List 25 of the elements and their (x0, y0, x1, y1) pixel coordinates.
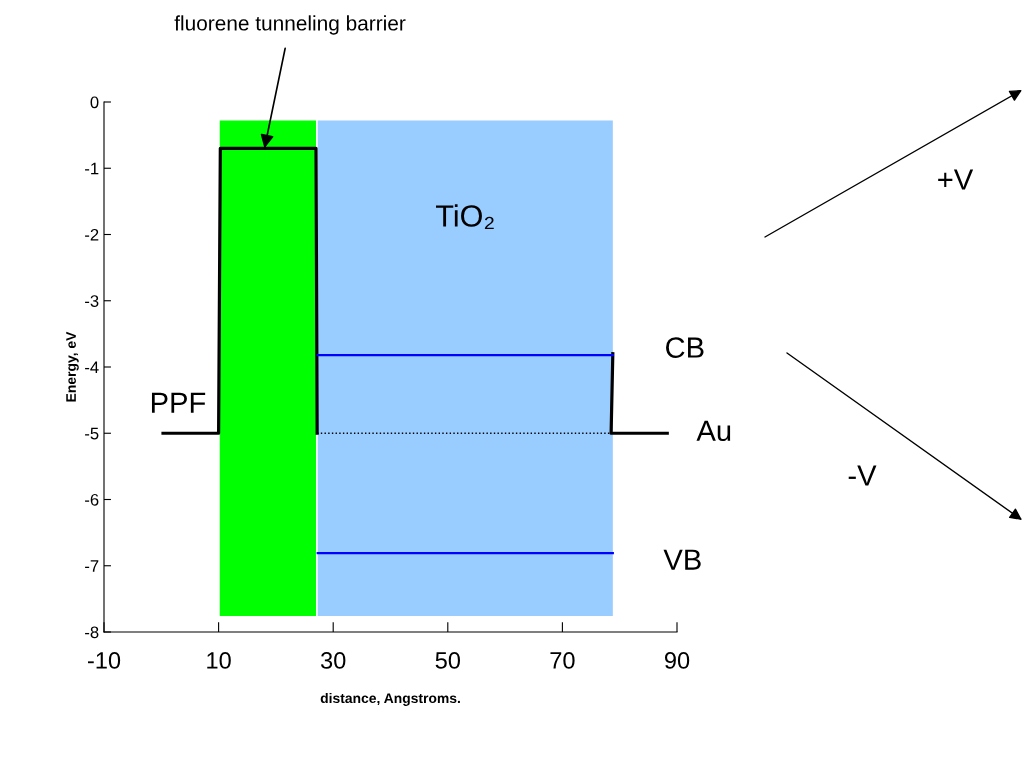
y-tick-label: -6 (85, 493, 99, 506)
annotation: CB (666, 337, 704, 358)
annotation: PPF (151, 392, 206, 413)
y-tick-label: -4 (85, 361, 99, 374)
annotation: VB (663, 549, 701, 570)
x-tick-label: 90 (664, 652, 690, 669)
band-label: TiO₂ (436, 204, 494, 230)
y-axis-title: Energy, eV (66, 331, 79, 402)
y-tick-label: -7 (85, 560, 99, 572)
text: -V (848, 465, 877, 486)
x-tick-label: 10 (207, 652, 231, 669)
y-tick-label: -3 (85, 295, 99, 307)
x-axis-title: distance, Angstroms. (320, 692, 460, 706)
text: +V (938, 169, 974, 190)
annotation: Au (696, 420, 731, 442)
annotation: fluorene tunneling barrier (174, 15, 406, 35)
x-tick-label: 70 (550, 652, 575, 669)
x-tick-label: 50 (435, 652, 461, 669)
y-tick-label: -8 (85, 626, 99, 639)
y-tick-label: 0 (90, 96, 99, 109)
y-tick-label: -5 (85, 427, 99, 440)
x-tick-label: 30 (320, 652, 346, 669)
y-tick-label: -2 (85, 228, 99, 241)
y-tick-label: -1 (85, 162, 99, 175)
x-tick-label: -10 (87, 652, 121, 669)
